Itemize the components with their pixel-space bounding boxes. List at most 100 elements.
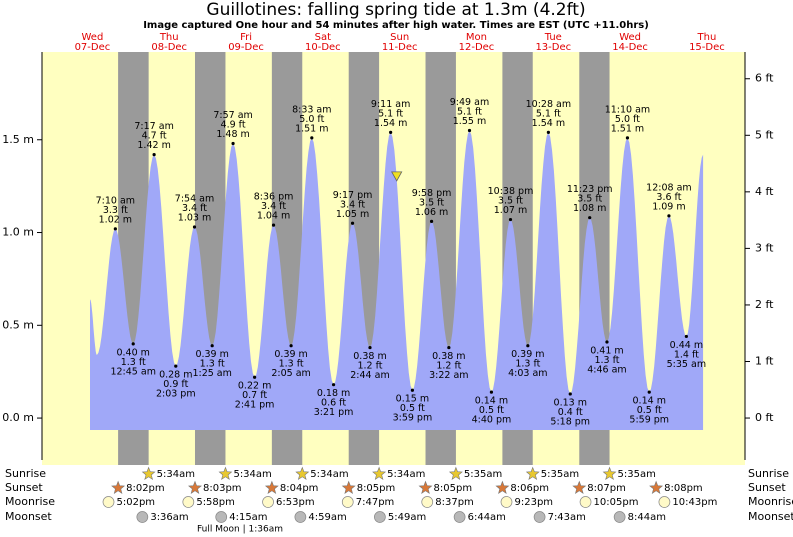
- y-tick-label: 1.0 m: [2, 226, 34, 239]
- extreme-dot: [389, 130, 393, 134]
- moon-icon: [579, 496, 592, 508]
- moonrise-label: 5:02pm: [117, 497, 156, 508]
- extreme-time: 10:28 am: [526, 99, 571, 110]
- extreme-m: 1.54 m: [532, 118, 565, 129]
- moonrise-label: 9:23pm: [514, 497, 553, 508]
- moon-icon: [136, 511, 149, 523]
- moon-icon: [533, 511, 546, 523]
- extreme-m: 0.15 m: [396, 394, 429, 405]
- extreme-dot: [667, 214, 671, 218]
- sunset-label: 8:05pm: [357, 483, 396, 494]
- extreme-ft: 5.1 ft: [536, 108, 561, 119]
- row-label: Sunset: [5, 481, 43, 494]
- sunset-label: 8:02pm: [126, 483, 165, 494]
- extreme-time: 9:49 am: [450, 97, 489, 108]
- extreme-m: 0.39 m: [195, 349, 228, 360]
- sunset-label: 8:04pm: [280, 483, 319, 494]
- moon-icon: [453, 511, 466, 523]
- moonrise-label: 8:37pm: [435, 497, 474, 508]
- sun-icon: [649, 480, 664, 494]
- moon-icon: [262, 496, 274, 508]
- sunrise-label: 5:35am: [464, 469, 502, 480]
- sun-icon: [572, 480, 587, 494]
- extreme-time: 8:33 am: [292, 104, 331, 115]
- extreme-dot: [310, 136, 314, 140]
- extreme-ft: 3.3 ft: [103, 205, 128, 216]
- chart-subtitle: Image captured One hour and 54 minutes a…: [143, 20, 649, 31]
- extreme-time: 12:08 am: [646, 182, 691, 193]
- extreme-ft: 5.0 ft: [615, 114, 640, 125]
- moon-phase: Full Moon | 1:36am: [197, 525, 283, 535]
- extreme-time: 5:59 pm: [629, 415, 669, 426]
- y-tick-label: 1.5 m: [2, 133, 34, 146]
- extreme-m: 1.05 m: [336, 209, 369, 220]
- extreme-ft: 1.2 ft: [357, 361, 382, 372]
- moon-icon: [500, 496, 513, 508]
- extreme-ft: 0.5 ft: [637, 405, 662, 416]
- y-tick-label: 0.0 m: [2, 411, 34, 424]
- extreme-m: 0.39 m: [511, 349, 544, 360]
- extreme-dot: [271, 223, 276, 227]
- moonrise-label: 6:53pm: [276, 497, 315, 508]
- day-name: Wed: [82, 32, 104, 43]
- extreme-dot: [331, 383, 336, 387]
- extreme-dot: [192, 225, 197, 229]
- extreme-time: 10:38 pm: [488, 186, 534, 197]
- sun-icon: [418, 480, 433, 494]
- extreme-time: 5:35 am: [667, 359, 706, 370]
- extreme-m: 1.07 m: [494, 205, 527, 216]
- row-label: Moonset: [5, 510, 52, 523]
- extreme-time: 9:11 am: [371, 99, 410, 110]
- sunrise-label: 5:35am: [618, 469, 656, 480]
- day-name: Thu: [697, 32, 717, 43]
- day-date: 13-Dec: [535, 42, 571, 53]
- extreme-dot: [253, 375, 257, 379]
- moon-icon: [182, 496, 195, 508]
- day-name: Wed: [619, 32, 641, 43]
- extreme-dot: [231, 141, 235, 146]
- extreme-time: 3:21 pm: [314, 407, 354, 418]
- extreme-time: 7:57 am: [213, 110, 252, 121]
- extreme-ft: 1.3 ft: [279, 359, 304, 370]
- day-name: Mon: [466, 32, 487, 43]
- extreme-time: 4:03 am: [508, 368, 547, 379]
- moon-icon: [102, 496, 115, 508]
- sun-icon: [111, 480, 126, 494]
- day-name: Tue: [544, 32, 562, 43]
- row-label: Sunset: [748, 481, 786, 494]
- extreme-m: 0.38 m: [432, 351, 465, 362]
- day-name: Sat: [315, 32, 331, 43]
- extreme-ft: 0.9 ft: [163, 379, 188, 390]
- extreme-dot: [350, 221, 355, 225]
- sunset-label: 8:06pm: [510, 483, 549, 494]
- extreme-dot: [429, 219, 434, 223]
- day-date: 07-Dec: [75, 42, 111, 53]
- extreme-time: 11:10 am: [605, 104, 650, 115]
- day-date: 08-Dec: [151, 42, 187, 53]
- extreme-dot: [467, 128, 472, 133]
- extreme-time: 5:18 pm: [550, 416, 590, 427]
- sunrise-label: 5:34am: [233, 469, 271, 480]
- extreme-m: 1.04 m: [257, 211, 290, 222]
- day-name: Fri: [240, 32, 252, 43]
- moon-icon: [374, 511, 386, 523]
- y2-tick-label: 6 ft: [755, 72, 774, 85]
- extreme-dot: [174, 364, 178, 368]
- extreme-time: 7:54 am: [175, 193, 214, 204]
- extreme-ft: 5.0 ft: [299, 114, 324, 125]
- sunset-label: 8:08pm: [664, 483, 703, 494]
- extreme-ft: 1.3 ft: [121, 357, 146, 368]
- extreme-ft: 3.5 ft: [577, 194, 602, 205]
- extreme-ft: 0.4 ft: [558, 407, 583, 418]
- extreme-dot: [546, 130, 550, 134]
- extreme-m: 0.44 m: [670, 340, 703, 351]
- sun-icon: [141, 466, 156, 480]
- extreme-dot: [588, 216, 592, 220]
- moon-icon: [215, 511, 228, 523]
- extreme-m: 1.06 m: [415, 207, 448, 218]
- sun-icon: [341, 480, 356, 494]
- extreme-time: 4:46 am: [587, 364, 626, 375]
- row-label: Moonrise: [748, 495, 793, 508]
- moonset-label: 6:44am: [468, 512, 506, 523]
- row-label: Sunrise: [5, 467, 46, 480]
